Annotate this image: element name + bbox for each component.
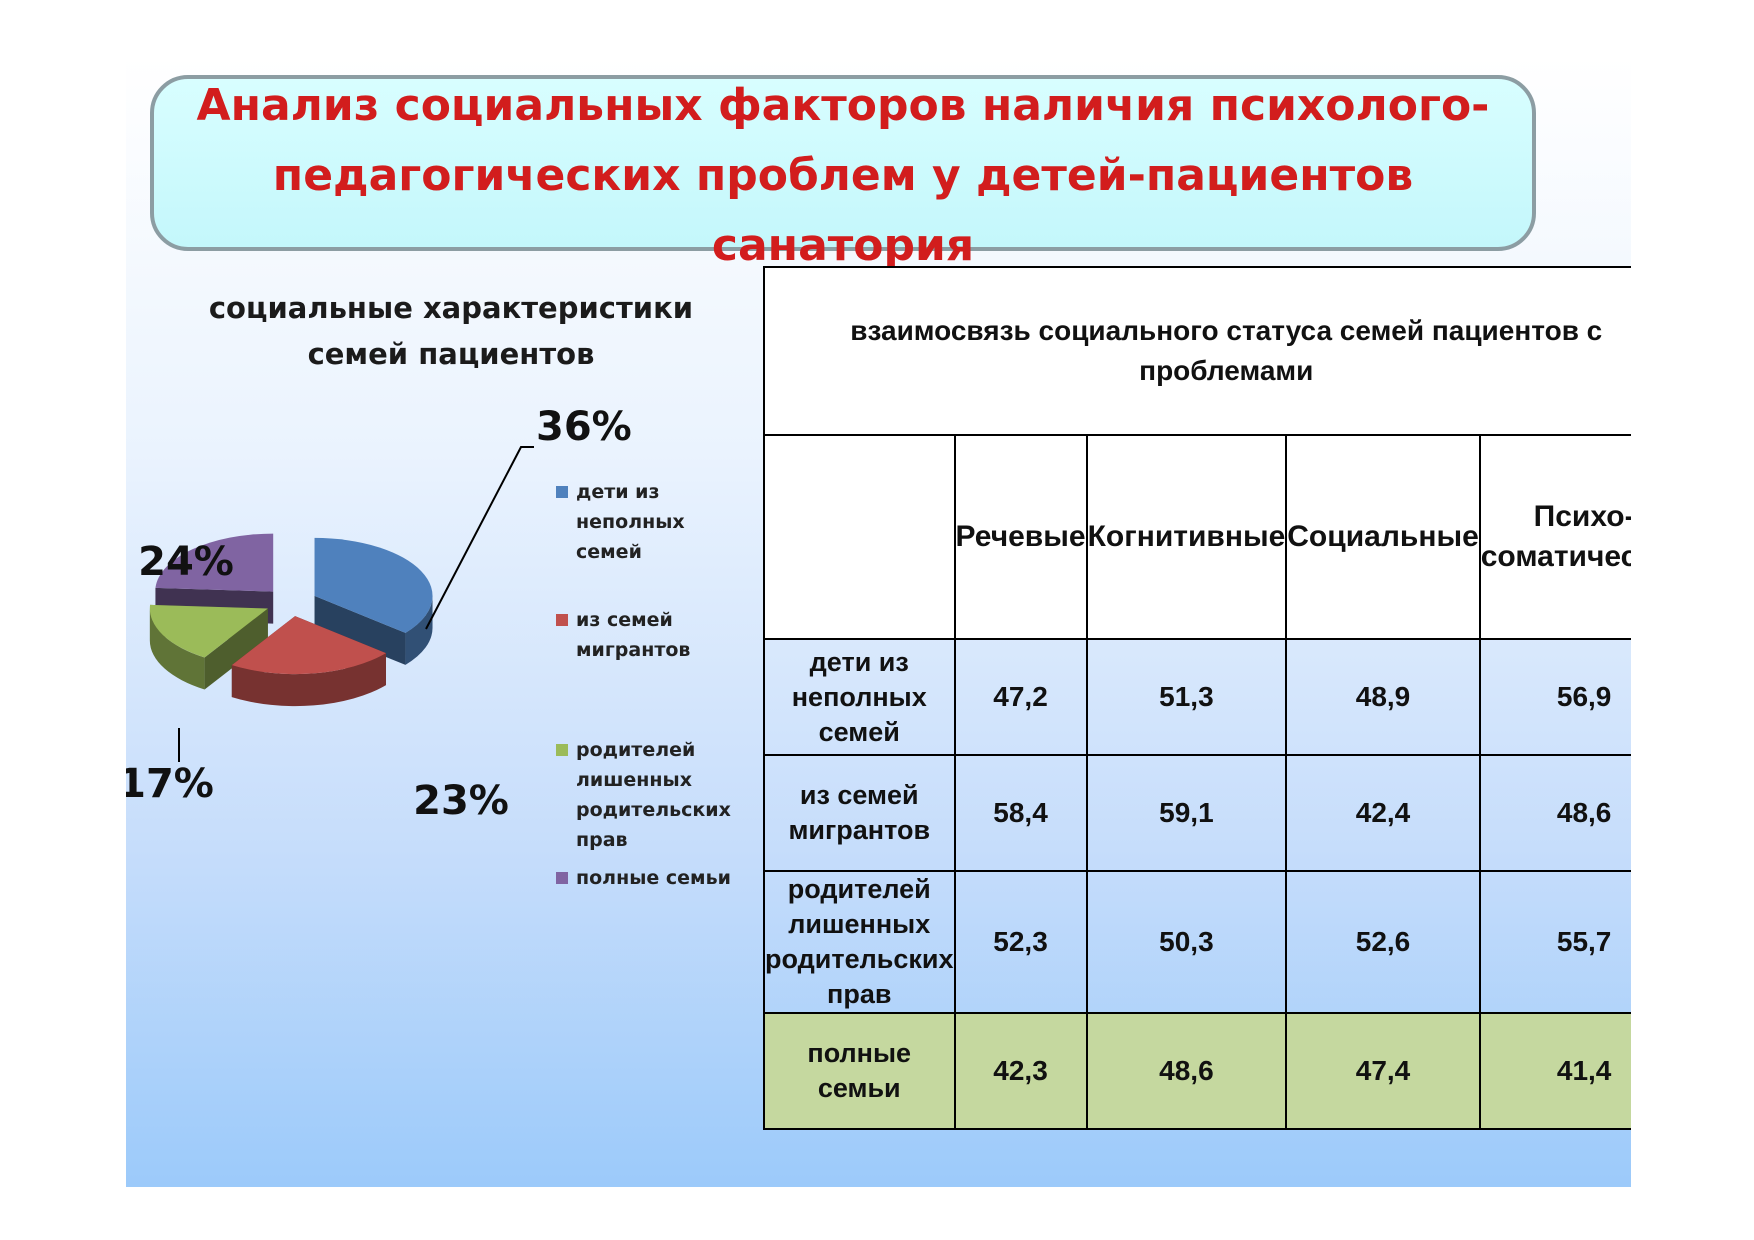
table-cell: 48,6 [1478, 754, 1631, 872]
table-row: родителей лишенных родительских прав 52,… [763, 870, 1631, 1014]
pie-slice [314, 537, 433, 633]
table-cell: 47,4 [1285, 1012, 1481, 1130]
pie-data-label: 23% [413, 778, 509, 824]
pie-chart: 36% 23% 17% 24% [126, 404, 632, 824]
legend-item: из семей мигрантов [556, 605, 756, 665]
legend-item: полные семьи [556, 863, 756, 893]
legend-label: дети из неполных семей [576, 481, 685, 563]
legend-swatch [556, 744, 568, 756]
slide-title: Анализ социальных факторов наличия психо… [196, 80, 1490, 271]
slide: Анализ социальных факторов наличия психо… [126, 57, 1631, 1187]
row-label: родителей лишенных родительских прав [763, 870, 956, 1014]
pie-data-label: 24% [138, 539, 234, 585]
legend-item: родителей лишенных родительских прав [556, 735, 756, 855]
pie-slice [155, 533, 274, 592]
legend-swatch [556, 486, 568, 498]
table-cell: 47,2 [953, 638, 1088, 756]
table-row: из семей мигрантов 58,4 59,1 42,4 48,6 [763, 754, 1631, 872]
legend-swatch [556, 872, 568, 884]
column-header: Когнитивные [1085, 434, 1288, 640]
column-header: Речевые [953, 434, 1088, 640]
column-header: Психо-соматические [1478, 434, 1631, 640]
legend-label: полные семьи [576, 867, 731, 889]
table-cell: 50,3 [1085, 870, 1288, 1014]
table-cell: 55,7 [1478, 870, 1631, 1014]
legend-label: из семей мигрантов [576, 609, 691, 661]
table-cell: 51,3 [1085, 638, 1288, 756]
column-header: Социальные [1285, 434, 1481, 640]
table-row-highlighted: полные семьи 42,3 48,6 47,4 41,4 [763, 1012, 1631, 1130]
table-cell: 42,3 [953, 1012, 1088, 1130]
table-cell: 42,4 [1285, 754, 1481, 872]
pie-data-label: 36% [536, 404, 632, 450]
table-caption: взаимосвязь социального статуса семей па… [763, 266, 1631, 436]
table-cell: 52,6 [1285, 870, 1481, 1014]
table-cell: 48,9 [1285, 638, 1481, 756]
table-cell: 48,6 [1085, 1012, 1288, 1130]
table-corner-cell [763, 434, 956, 640]
row-label: дети из неполных семей [763, 638, 956, 756]
legend-label: родителей лишенных родительских прав [576, 739, 731, 851]
legend-swatch [556, 614, 568, 626]
title-box [150, 75, 1536, 251]
table-row: дети из неполных семей 47,2 51,3 48,9 56… [763, 638, 1631, 756]
data-label-leader-line [425, 446, 534, 630]
data-table: взаимосвязь социального статуса семей па… [763, 266, 1631, 1130]
pie-slice-wall [314, 595, 406, 665]
table-cell: 58,4 [953, 754, 1088, 872]
pie-slice [149, 604, 268, 658]
row-label: из семей мигрантов [763, 754, 956, 872]
table-cell: 52,3 [953, 870, 1088, 1014]
pie-data-label: 17% [126, 761, 214, 807]
pie-slice-side [231, 653, 386, 707]
pie-slice [231, 616, 386, 675]
table-cell: 59,1 [1085, 754, 1288, 872]
pie-chart-title: социальные характеристики семей пациенто… [208, 291, 694, 371]
pie-slice-side [149, 608, 205, 690]
row-label: полные семьи [763, 1012, 956, 1130]
table-cell: 41,4 [1478, 1012, 1631, 1130]
legend-item: дети из неполных семей [556, 477, 756, 567]
pie-slice-side [405, 595, 433, 665]
table-cell: 56,9 [1478, 638, 1631, 756]
